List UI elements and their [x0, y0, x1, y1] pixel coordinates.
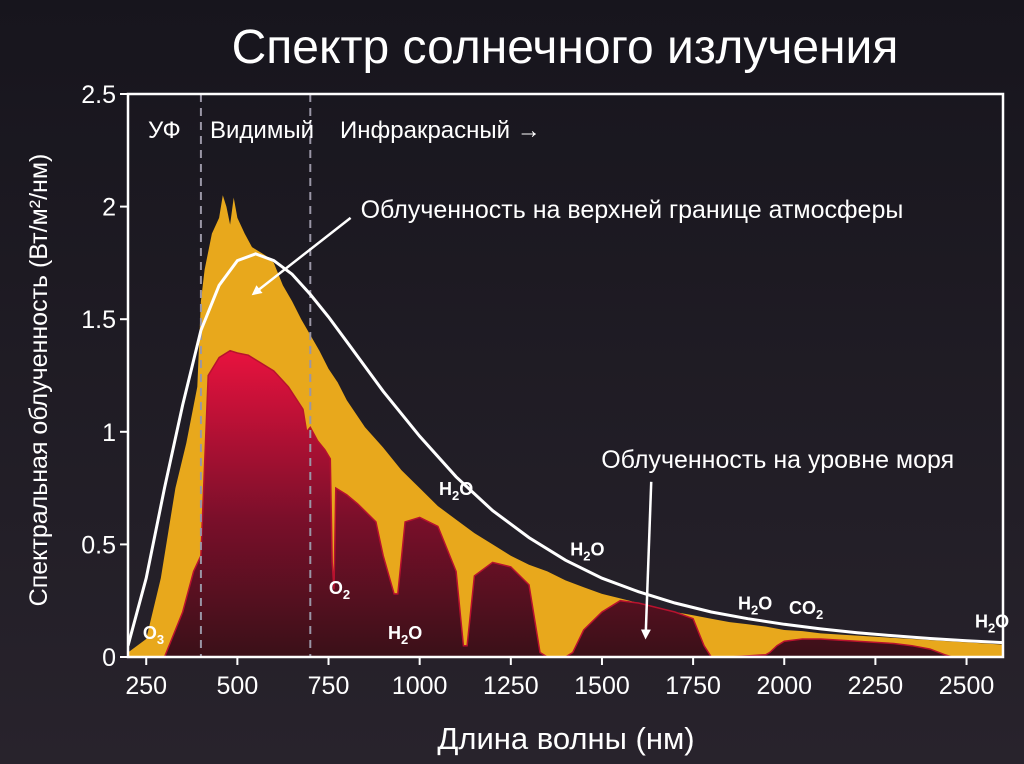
annotation-arrow	[251, 216, 352, 296]
x-tick-label: 2000	[756, 672, 812, 700]
region-label: Инфракрасный →	[340, 117, 541, 144]
absorption-subscript: 2	[583, 549, 590, 564]
y-tick-label: 1.5	[81, 306, 116, 334]
annotation-label: Облученность на верхней границе атмосфер…	[361, 196, 904, 224]
absorption-molecule: O	[329, 578, 343, 598]
absorption-tail: O	[758, 594, 772, 614]
x-tick-label: 500	[217, 672, 259, 700]
chart-title: Спектр солнечного излучения	[232, 21, 899, 74]
absorption-subscript: 2	[343, 587, 350, 602]
absorption-tail: O	[408, 623, 422, 643]
absorption-label: H2O	[975, 612, 1009, 636]
x-tick-label: 2500	[939, 672, 995, 700]
y-tick-label: 0.5	[81, 531, 116, 559]
absorption-label: H2O	[388, 623, 422, 647]
absorption-subscript: 3	[157, 632, 164, 647]
x-tick-label: 750	[308, 672, 350, 700]
absorption-subscript: 2	[816, 607, 823, 622]
annotation-arrow	[640, 481, 653, 640]
region-label: УФ	[148, 117, 181, 144]
absorption-subscript: 2	[401, 632, 408, 647]
absorption-label: H2O	[738, 594, 772, 618]
x-tick-label: 1000	[392, 672, 448, 700]
absorption-molecule: CO	[789, 598, 816, 618]
absorption-subscript: 2	[751, 603, 758, 618]
plot-area	[128, 94, 1003, 657]
absorption-molecule: H	[738, 594, 751, 614]
series-line-blackbody-curve	[128, 252, 1003, 647]
absorption-tail: O	[459, 479, 473, 499]
absorption-molecule: O	[143, 623, 157, 643]
absorption-label: H2O	[439, 479, 473, 503]
region-label: Видимый	[210, 117, 314, 144]
y-tick-label: 1	[102, 419, 116, 447]
absorption-subscript: 2	[452, 488, 459, 503]
x-tick-label: 2250	[848, 672, 904, 700]
absorption-label: O2	[329, 578, 350, 602]
absorption-subscript: 2	[988, 621, 995, 636]
annotation-label: Облученность на уровне моря	[601, 446, 954, 474]
plot-frame	[126, 92, 1005, 659]
x-tick-label: 1500	[574, 672, 630, 700]
absorption-molecule: H	[975, 612, 988, 632]
x-tick-label: 1750	[665, 672, 721, 700]
x-axis-label: Длина волны (нм)	[437, 721, 694, 756]
series-line-sea-level-edge	[163, 349, 1003, 657]
y-axis: 0 0.5 1 1.5 2 2.5	[81, 81, 128, 672]
annotations: Облученность на верхней границе атмосфер…	[251, 196, 954, 640]
absorption-molecule: H	[439, 479, 452, 499]
absorption-label: O3	[143, 623, 164, 647]
y-axis-label: Спектральная облученность (Вт/м²/нм)	[25, 154, 53, 607]
region-labels: УФ Видимый Инфракрасный →	[148, 117, 541, 144]
x-axis: 250 500 750 1000 1250 1500 1750 2000 2250 2500	[125, 657, 994, 700]
y-tick-label: 2	[102, 194, 116, 222]
x-tick-label: 1250	[483, 672, 539, 700]
absorption-molecule: H	[388, 623, 401, 643]
series-area-sea-level	[164, 350, 1003, 657]
x-tick-label: 250	[125, 672, 167, 700]
absorption-molecule: H	[570, 540, 583, 560]
y-tick-label: 0	[102, 644, 116, 672]
absorption-tail: O	[590, 540, 604, 560]
absorption-label: H2O	[570, 540, 604, 564]
y-tick-label: 2.5	[81, 81, 116, 109]
absorption-tail: O	[995, 612, 1009, 632]
absorption-label: CO2	[789, 598, 823, 622]
